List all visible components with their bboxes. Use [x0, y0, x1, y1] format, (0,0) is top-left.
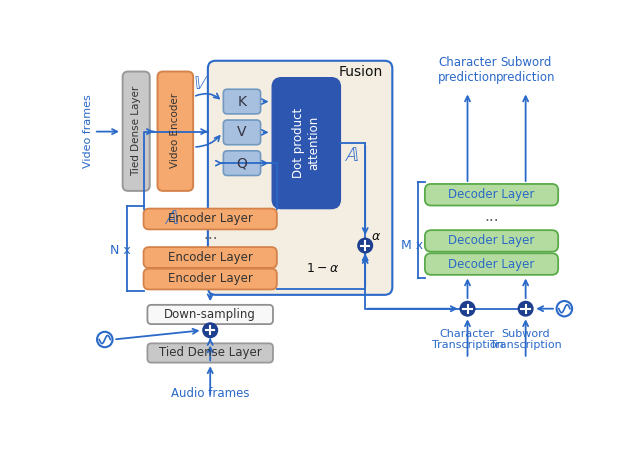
Circle shape [461, 302, 474, 316]
FancyBboxPatch shape [425, 184, 558, 206]
FancyBboxPatch shape [425, 253, 558, 275]
FancyBboxPatch shape [143, 247, 277, 268]
FancyBboxPatch shape [143, 208, 277, 229]
FancyBboxPatch shape [147, 305, 273, 324]
Text: $\mathbb{A}$: $\mathbb{A}$ [164, 208, 179, 228]
Text: ...: ... [484, 209, 499, 224]
Text: Tied Dense Layer: Tied Dense Layer [131, 86, 141, 176]
Text: Character
prediction: Character prediction [438, 56, 497, 84]
FancyBboxPatch shape [208, 61, 392, 295]
Text: Audio frames: Audio frames [171, 387, 250, 400]
Text: Subword
Transcription: Subword Transcription [490, 329, 561, 350]
Circle shape [557, 301, 572, 316]
Text: Encoder Layer: Encoder Layer [168, 272, 253, 285]
FancyBboxPatch shape [425, 230, 558, 252]
Text: N x: N x [110, 244, 131, 258]
Text: Video Encoder: Video Encoder [170, 93, 180, 168]
Text: V: V [237, 126, 247, 139]
Text: Dot product
attention: Dot product attention [292, 108, 320, 178]
Text: Subword
prediction: Subword prediction [496, 56, 556, 84]
FancyBboxPatch shape [272, 78, 340, 208]
Text: $1-\alpha$: $1-\alpha$ [306, 262, 339, 275]
FancyBboxPatch shape [143, 268, 277, 289]
Text: Encoder Layer: Encoder Layer [168, 212, 253, 225]
Circle shape [518, 302, 532, 316]
FancyBboxPatch shape [223, 120, 260, 145]
Circle shape [97, 332, 113, 347]
Circle shape [358, 238, 372, 253]
Text: K: K [237, 95, 246, 109]
Text: Decoder Layer: Decoder Layer [449, 234, 534, 248]
Text: Encoder Layer: Encoder Layer [168, 251, 253, 263]
Text: Fusion: Fusion [339, 65, 383, 79]
Text: $\mathbb{A}$: $\mathbb{A}$ [344, 145, 358, 165]
Text: $\mathbb{V}$: $\mathbb{V}$ [193, 74, 208, 93]
Circle shape [204, 324, 217, 337]
Text: Q: Q [237, 156, 248, 170]
Text: M x: M x [401, 239, 423, 252]
FancyBboxPatch shape [157, 71, 193, 191]
Text: Decoder Layer: Decoder Layer [449, 258, 534, 271]
Text: Tied Dense Layer: Tied Dense Layer [159, 346, 262, 359]
Text: Down-sampling: Down-sampling [164, 308, 256, 321]
Text: $\alpha$: $\alpha$ [371, 230, 381, 243]
Text: ...: ... [203, 227, 218, 242]
Text: Video frames: Video frames [83, 95, 93, 168]
Text: Character
Transcription: Character Transcription [431, 329, 504, 350]
FancyBboxPatch shape [223, 151, 260, 176]
FancyBboxPatch shape [147, 344, 273, 363]
Text: Decoder Layer: Decoder Layer [449, 188, 534, 201]
FancyBboxPatch shape [223, 89, 260, 114]
FancyBboxPatch shape [123, 71, 150, 191]
